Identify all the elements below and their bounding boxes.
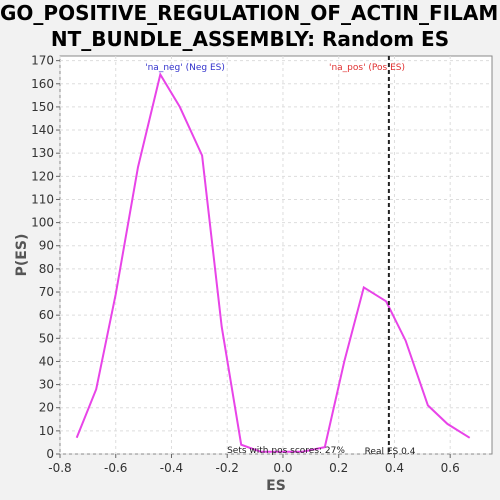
- plot-area: [59, 55, 493, 455]
- y-tick-label: 90: [39, 239, 54, 253]
- x-tick-label: 0.0: [273, 461, 292, 475]
- chart-title-line-1: GO_POSITIVE_REGULATION_OF_ACTIN_FILAME: [0, 1, 500, 25]
- x-tick-label: 0.2: [329, 461, 348, 475]
- y-axis-ticks: 0 10 20 30 40 50 60 70 80 90 100 110 120 130 140 150 160…: [31, 54, 60, 461]
- y-tick-label: 10: [39, 424, 54, 438]
- y-tick-label: 130: [31, 146, 54, 160]
- y-tick-label: 110: [31, 192, 54, 206]
- chart-title: GO_POSITIVE_REGULATION_OF_ACTIN_FILAME N…: [0, 0, 500, 78]
- y-tick-label: 80: [39, 262, 54, 276]
- y-tick-label: 160: [31, 77, 54, 91]
- y-tick-label: 70: [39, 285, 54, 299]
- x-tick-label: 0.4: [385, 461, 404, 475]
- y-tick-label: 100: [31, 216, 54, 230]
- y-tick-label: 60: [39, 308, 54, 322]
- y-tick-label: 30: [39, 378, 54, 392]
- x-axis-ticks: -0.8 -0.6 -0.4 -0.2 0.0 0.2 0.4 0.6: [48, 454, 460, 475]
- x-tick-label: -0.6: [104, 461, 127, 475]
- y-tick-label: 40: [39, 354, 54, 368]
- y-tick-label: 120: [31, 169, 54, 183]
- x-tick-label: 0.6: [441, 461, 460, 475]
- sets-pos-scores-label: Sets with pos scores: 27%: [227, 446, 345, 456]
- neg-es-label: 'na_neg' (Neg ES): [145, 63, 225, 73]
- y-tick-label: 20: [39, 401, 54, 415]
- y-tick-label: 0: [46, 447, 54, 461]
- x-axis-label: ES: [266, 478, 286, 494]
- y-axis-label: P(ES): [14, 234, 30, 277]
- y-tick-label: 150: [31, 100, 54, 114]
- x-tick-label: -0.4: [160, 461, 183, 475]
- y-tick-label: 170: [31, 54, 54, 68]
- x-tick-label: -0.2: [216, 461, 239, 475]
- series-line: [75, 71, 471, 453]
- x-tick-label: -0.8: [48, 461, 71, 475]
- pos-es-label: 'na_pos' (Pos ES): [329, 63, 405, 73]
- y-tick-label: 50: [39, 331, 54, 345]
- real-es-label: Real ES 0.4: [365, 447, 416, 457]
- y-tick-label: 140: [31, 123, 54, 137]
- grid-lines: [59, 56, 492, 455]
